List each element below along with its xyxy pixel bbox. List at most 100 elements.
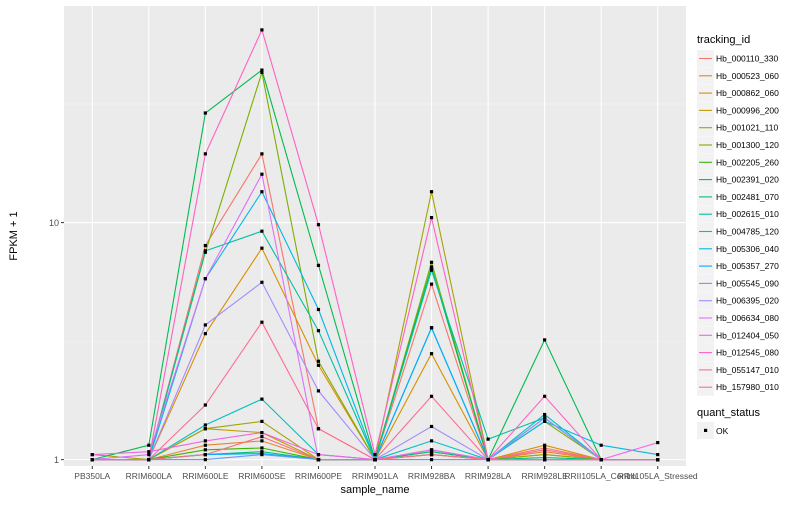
data-point bbox=[147, 450, 151, 454]
data-point bbox=[543, 455, 547, 460]
data-point bbox=[429, 458, 434, 462]
data-point bbox=[260, 446, 264, 450]
legend-label: Hb_006634_080 bbox=[716, 313, 779, 323]
data-point bbox=[260, 70, 264, 75]
legend-label: Hb_012404_050 bbox=[716, 330, 779, 340]
legend-title: tracking_id bbox=[697, 34, 750, 46]
data-point bbox=[316, 263, 321, 267]
data-point bbox=[599, 443, 603, 447]
x-tick-label: RRIM600SE bbox=[238, 471, 286, 481]
x-tick-label: RRIM928LA bbox=[465, 471, 512, 481]
data-point bbox=[316, 307, 321, 312]
legend-label: Hb_000110_330 bbox=[716, 54, 779, 64]
data-point bbox=[260, 419, 264, 423]
legend-label: Hb_000996_200 bbox=[716, 105, 779, 115]
data-point bbox=[316, 329, 321, 333]
data-point bbox=[429, 260, 434, 264]
data-point bbox=[429, 268, 434, 272]
data-point bbox=[203, 427, 207, 431]
legend-label: Hb_001300_120 bbox=[716, 140, 779, 150]
legend-label: Hb_005545_090 bbox=[716, 278, 779, 288]
data-point bbox=[260, 246, 264, 250]
legend-label: Hb_001021_110 bbox=[716, 123, 779, 133]
data-point bbox=[260, 397, 264, 401]
data-point bbox=[543, 443, 547, 447]
data-point bbox=[260, 453, 264, 457]
data-point bbox=[316, 223, 321, 227]
data-point bbox=[316, 427, 321, 431]
data-point bbox=[260, 435, 264, 439]
legend-label: Hb_002615_010 bbox=[716, 209, 779, 219]
data-point bbox=[429, 215, 434, 220]
data-point bbox=[429, 190, 434, 194]
data-point bbox=[90, 453, 94, 457]
data-point bbox=[543, 458, 547, 462]
data-point bbox=[260, 172, 264, 176]
data-point bbox=[429, 265, 434, 269]
data-point bbox=[373, 458, 377, 462]
data-point bbox=[260, 431, 264, 435]
data-point bbox=[373, 453, 377, 457]
legend-label: Hb_055147_010 bbox=[716, 365, 779, 375]
data-point bbox=[260, 190, 264, 194]
data-point bbox=[147, 458, 151, 462]
data-point bbox=[260, 320, 264, 324]
legend-label: Hb_157980_010 bbox=[716, 382, 779, 392]
data-point bbox=[429, 450, 434, 454]
data-point bbox=[543, 446, 547, 450]
data-point bbox=[429, 352, 434, 356]
data-point bbox=[147, 453, 151, 457]
point-legend-swatch bbox=[704, 428, 708, 432]
data-point bbox=[203, 453, 207, 457]
data-point bbox=[203, 277, 207, 281]
data-point bbox=[203, 111, 207, 115]
point-legend-label: OK bbox=[716, 426, 729, 436]
data-point bbox=[429, 439, 434, 443]
x-axis-title: sample_name bbox=[340, 484, 409, 496]
data-point bbox=[656, 458, 660, 462]
data-point bbox=[316, 363, 321, 367]
legend-label: Hb_002481_070 bbox=[716, 192, 779, 202]
point-legend-title: quant_status bbox=[697, 407, 760, 419]
data-point bbox=[316, 359, 321, 363]
x-tick-label: RRIM901LA bbox=[352, 471, 399, 481]
legend-label: Hb_006395_020 bbox=[716, 296, 779, 306]
legend-label: Hb_005306_040 bbox=[716, 244, 779, 254]
data-point bbox=[260, 152, 264, 156]
data-point bbox=[203, 332, 207, 336]
x-tick-label: RRIM928LE bbox=[521, 471, 568, 481]
x-tick-label: PB350LA bbox=[74, 471, 110, 481]
x-tick-label: RRIM600LA bbox=[126, 471, 173, 481]
legend-label: Hb_002391_020 bbox=[716, 175, 779, 185]
data-point bbox=[260, 68, 264, 72]
data-point bbox=[203, 243, 207, 248]
data-point bbox=[543, 453, 547, 457]
data-point bbox=[203, 152, 207, 156]
data-point bbox=[316, 453, 321, 457]
data-point bbox=[429, 424, 434, 429]
data-point bbox=[316, 458, 321, 462]
y-axis-title: FPKM + 1 bbox=[8, 211, 20, 260]
data-point bbox=[543, 412, 547, 417]
data-point bbox=[260, 439, 264, 443]
data-point bbox=[429, 282, 434, 286]
data-point bbox=[147, 443, 151, 447]
x-tick-label: RRIM600PE bbox=[295, 471, 343, 481]
data-point bbox=[656, 453, 660, 457]
x-tick-label: RRIM600LE bbox=[182, 471, 229, 481]
data-point bbox=[203, 423, 207, 427]
data-point bbox=[543, 448, 547, 452]
data-point bbox=[316, 389, 321, 393]
data-point bbox=[429, 394, 434, 398]
data-point bbox=[203, 458, 207, 462]
data-point bbox=[260, 28, 264, 32]
data-point bbox=[429, 326, 434, 330]
legend-label: Hb_000523_060 bbox=[716, 71, 779, 81]
data-point bbox=[203, 448, 207, 452]
data-point bbox=[543, 338, 547, 342]
data-point bbox=[90, 458, 94, 462]
data-point bbox=[543, 419, 547, 423]
data-point bbox=[486, 458, 490, 462]
